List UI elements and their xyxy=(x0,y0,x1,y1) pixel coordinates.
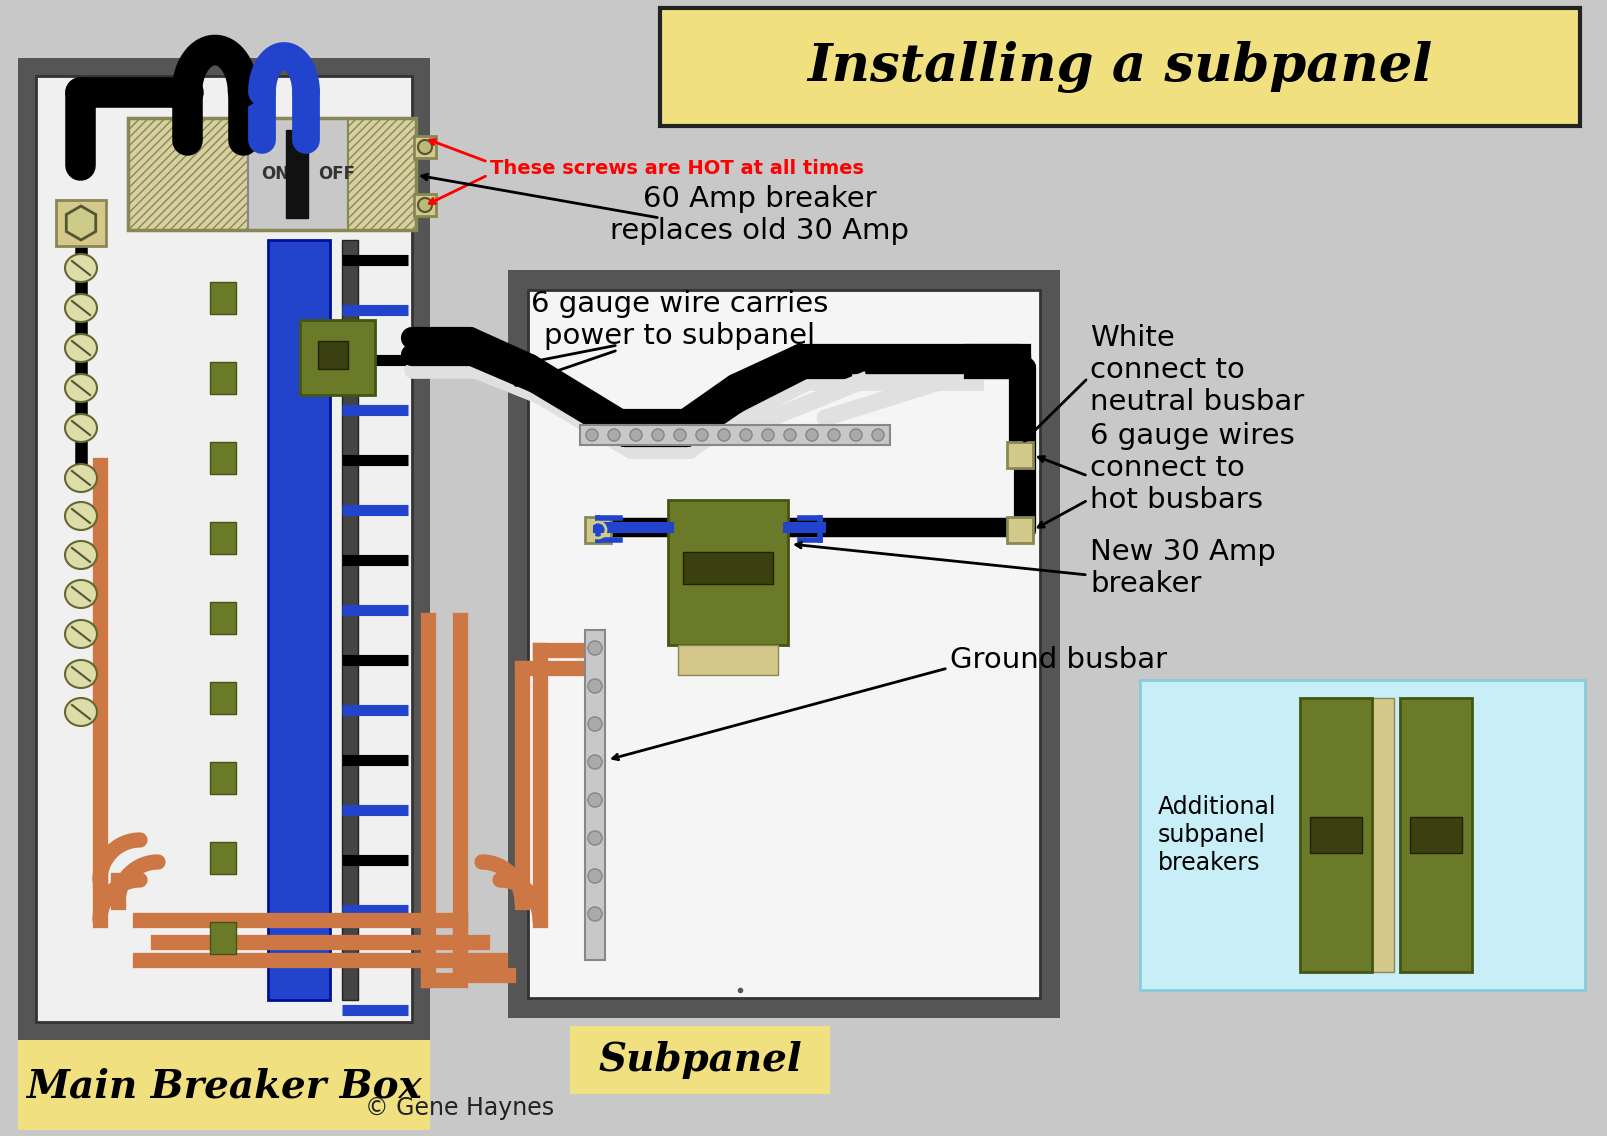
FancyBboxPatch shape xyxy=(570,1026,829,1094)
FancyBboxPatch shape xyxy=(211,602,236,634)
FancyBboxPatch shape xyxy=(129,118,247,229)
FancyBboxPatch shape xyxy=(247,118,349,229)
FancyBboxPatch shape xyxy=(1008,442,1033,468)
Circle shape xyxy=(873,429,884,441)
FancyBboxPatch shape xyxy=(342,240,358,1000)
Circle shape xyxy=(607,429,620,441)
Text: Main Breaker Box: Main Breaker Box xyxy=(26,1067,421,1105)
FancyBboxPatch shape xyxy=(211,842,236,874)
FancyBboxPatch shape xyxy=(211,362,236,394)
Text: Subpanel: Subpanel xyxy=(598,1041,802,1079)
Circle shape xyxy=(850,429,861,441)
FancyBboxPatch shape xyxy=(211,682,236,715)
Ellipse shape xyxy=(64,414,96,442)
FancyBboxPatch shape xyxy=(211,523,236,554)
FancyBboxPatch shape xyxy=(268,240,329,1000)
Circle shape xyxy=(418,140,432,154)
FancyBboxPatch shape xyxy=(1300,698,1372,972)
FancyBboxPatch shape xyxy=(301,320,374,395)
FancyBboxPatch shape xyxy=(1372,698,1393,972)
FancyBboxPatch shape xyxy=(211,442,236,474)
FancyBboxPatch shape xyxy=(286,130,309,218)
FancyBboxPatch shape xyxy=(585,630,604,960)
Circle shape xyxy=(588,832,603,845)
Ellipse shape xyxy=(64,580,96,608)
Ellipse shape xyxy=(64,541,96,569)
FancyBboxPatch shape xyxy=(1310,817,1363,853)
Text: ON: ON xyxy=(260,165,289,183)
Circle shape xyxy=(784,429,795,441)
FancyBboxPatch shape xyxy=(683,552,773,584)
Ellipse shape xyxy=(64,334,96,362)
Text: © Gene Haynes: © Gene Haynes xyxy=(365,1096,554,1120)
FancyBboxPatch shape xyxy=(349,118,416,229)
FancyBboxPatch shape xyxy=(1139,680,1585,989)
Text: These screws are HOT at all times: These screws are HOT at all times xyxy=(490,159,865,177)
Circle shape xyxy=(587,429,598,441)
Circle shape xyxy=(718,429,730,441)
Text: 6 gauge wire carries
power to subpanel: 6 gauge wire carries power to subpanel xyxy=(532,290,829,350)
FancyBboxPatch shape xyxy=(508,270,1061,1018)
Circle shape xyxy=(588,641,603,655)
Text: Ground busbar: Ground busbar xyxy=(950,646,1167,674)
FancyBboxPatch shape xyxy=(18,58,431,1039)
FancyBboxPatch shape xyxy=(1008,517,1033,543)
Text: New 30 Amp
breaker: New 30 Amp breaker xyxy=(1090,537,1276,599)
FancyBboxPatch shape xyxy=(318,341,349,369)
Circle shape xyxy=(739,429,752,441)
Ellipse shape xyxy=(64,294,96,321)
FancyBboxPatch shape xyxy=(1400,698,1472,972)
Circle shape xyxy=(652,429,664,441)
FancyBboxPatch shape xyxy=(1409,817,1462,853)
FancyBboxPatch shape xyxy=(35,76,411,1022)
Circle shape xyxy=(588,717,603,730)
FancyBboxPatch shape xyxy=(585,517,611,543)
Text: Installing a subpanel: Installing a subpanel xyxy=(807,41,1432,93)
Circle shape xyxy=(630,429,643,441)
Ellipse shape xyxy=(64,463,96,492)
Text: Additional
subpanel
breakers: Additional subpanel breakers xyxy=(1159,795,1276,875)
Text: White
connect to
neutral busbar: White connect to neutral busbar xyxy=(1090,324,1305,417)
Circle shape xyxy=(588,793,603,807)
FancyBboxPatch shape xyxy=(669,500,787,645)
Text: 6 gauge wires
connect to
hot busbars: 6 gauge wires connect to hot busbars xyxy=(1090,421,1295,515)
Ellipse shape xyxy=(64,698,96,726)
FancyBboxPatch shape xyxy=(678,645,778,675)
FancyBboxPatch shape xyxy=(660,8,1580,126)
FancyBboxPatch shape xyxy=(415,194,435,216)
Ellipse shape xyxy=(64,620,96,648)
Circle shape xyxy=(673,429,686,441)
FancyBboxPatch shape xyxy=(580,425,890,445)
FancyBboxPatch shape xyxy=(18,1039,431,1130)
Circle shape xyxy=(588,679,603,693)
FancyBboxPatch shape xyxy=(211,282,236,314)
Circle shape xyxy=(762,429,775,441)
Circle shape xyxy=(418,198,432,212)
FancyBboxPatch shape xyxy=(529,290,1040,999)
Circle shape xyxy=(828,429,840,441)
Ellipse shape xyxy=(64,660,96,688)
FancyBboxPatch shape xyxy=(211,762,236,794)
Ellipse shape xyxy=(64,502,96,531)
Circle shape xyxy=(588,907,603,921)
Ellipse shape xyxy=(64,254,96,282)
Circle shape xyxy=(807,429,818,441)
Ellipse shape xyxy=(64,374,96,402)
FancyBboxPatch shape xyxy=(56,200,106,247)
Circle shape xyxy=(588,869,603,883)
FancyBboxPatch shape xyxy=(211,922,236,954)
FancyBboxPatch shape xyxy=(415,136,435,158)
Text: OFF: OFF xyxy=(318,165,355,183)
Circle shape xyxy=(588,755,603,769)
Text: 60 Amp breaker
replaces old 30 Amp: 60 Amp breaker replaces old 30 Amp xyxy=(611,185,910,245)
Circle shape xyxy=(696,429,709,441)
